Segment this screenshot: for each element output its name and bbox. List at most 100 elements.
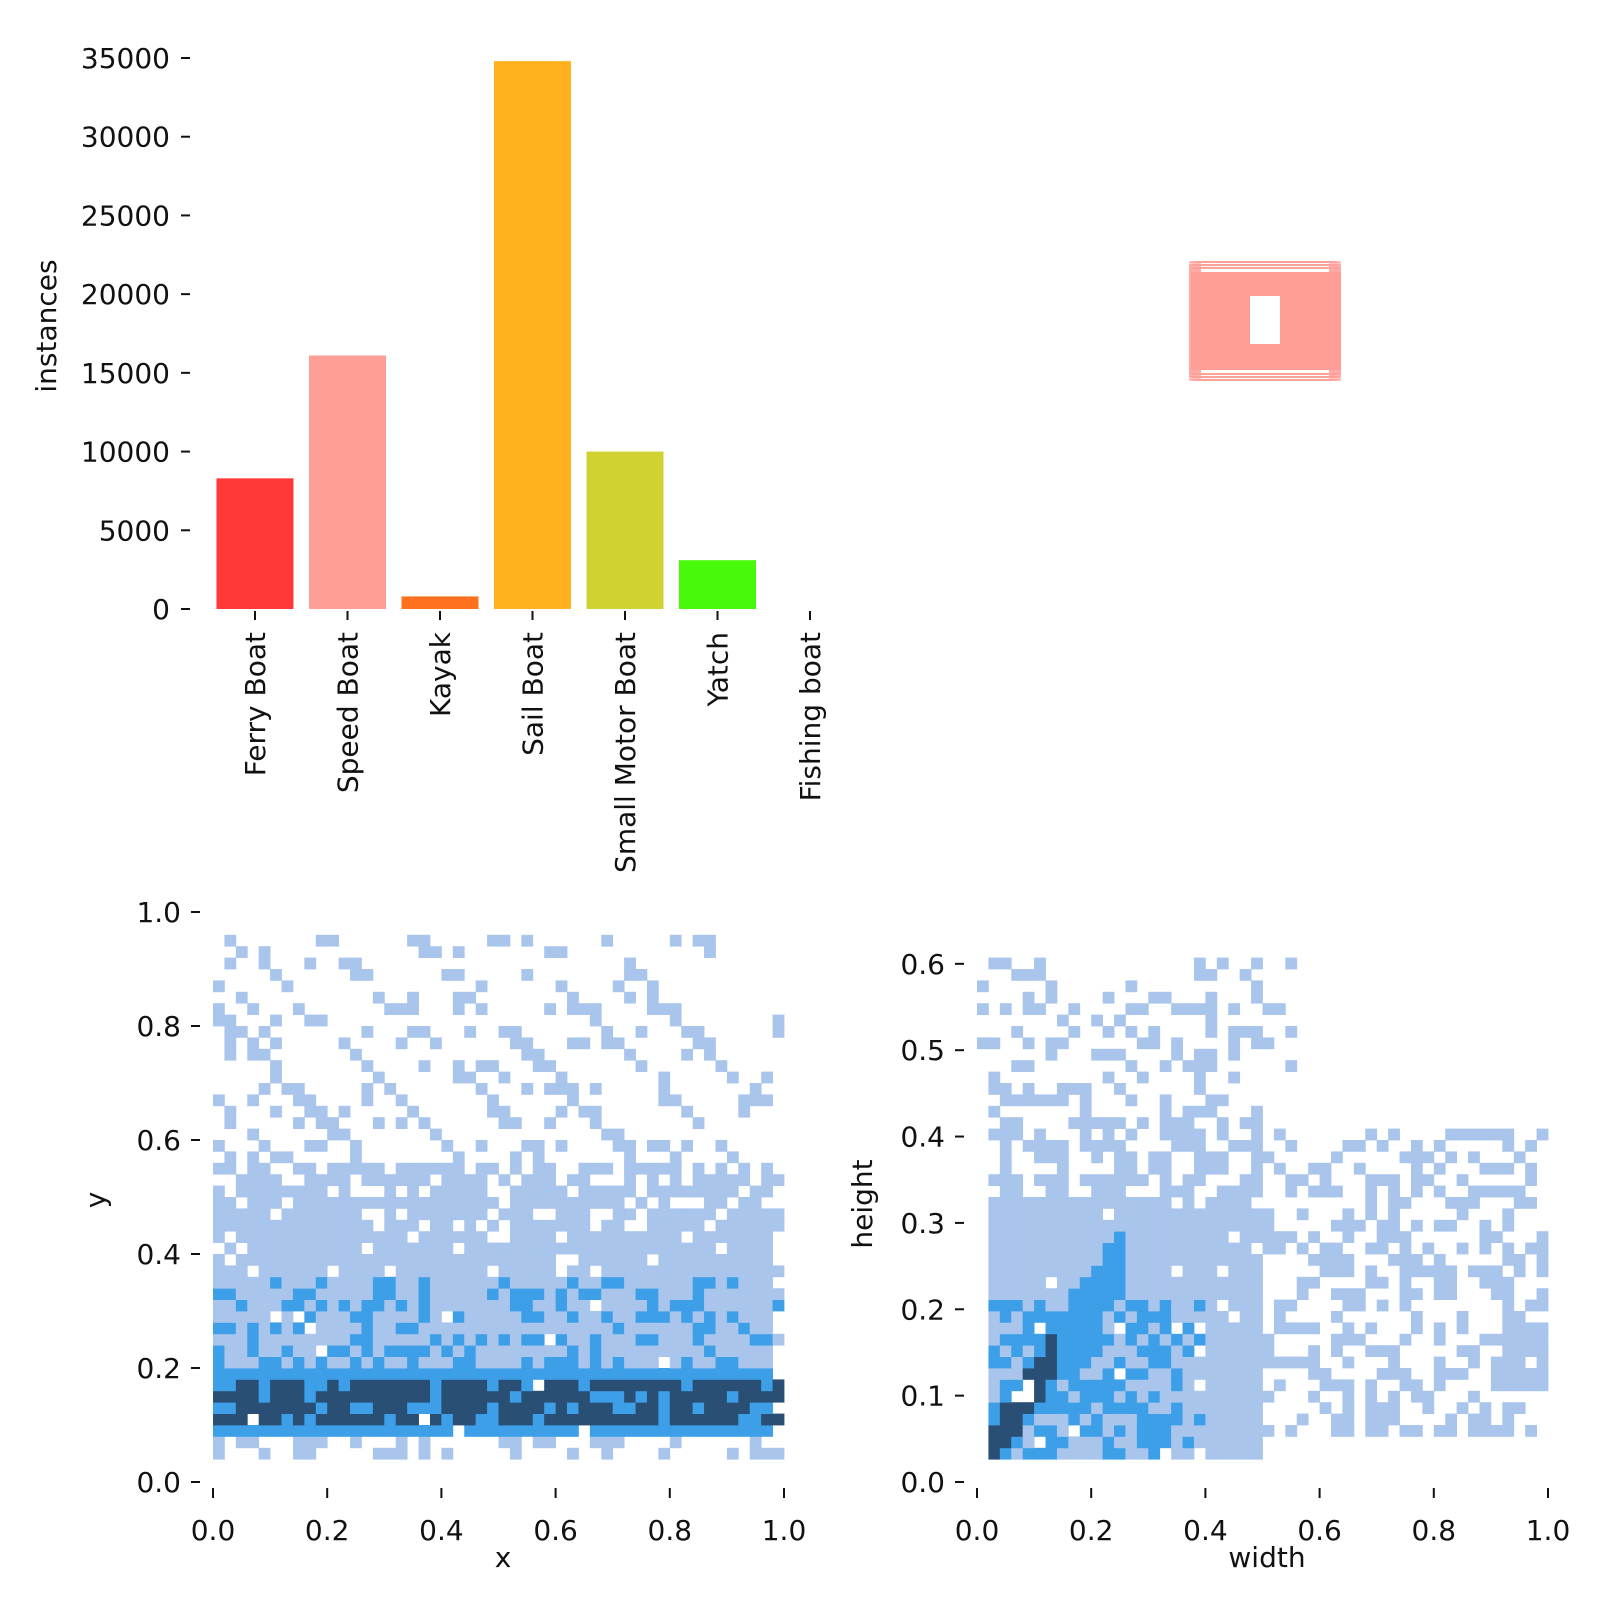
xy-bin <box>292 1345 305 1357</box>
xy-bin <box>475 1345 488 1357</box>
wh-bin <box>1034 1288 1046 1300</box>
xy-bin <box>258 1425 271 1437</box>
wh-bin <box>1285 1299 1298 1312</box>
xy-bin <box>464 1402 477 1414</box>
wh-bin <box>988 1288 1001 1300</box>
xy-bin <box>487 1219 499 1232</box>
xy-bin <box>327 1254 340 1266</box>
xy-bin <box>304 1447 317 1460</box>
xy-bin <box>281 1333 294 1346</box>
xy-bin <box>384 1425 397 1437</box>
xy-bin <box>247 1379 260 1392</box>
xy-bin <box>589 1288 602 1300</box>
bar-xtick-label: Small Motor Boat <box>609 632 642 873</box>
wh-bin <box>1365 1413 1378 1426</box>
xy-bin <box>635 1197 648 1209</box>
xy-bin <box>270 1014 282 1027</box>
xy-bin <box>589 1003 602 1015</box>
wh-bin <box>1136 1265 1149 1278</box>
xy-bin <box>247 1288 260 1300</box>
xy-bin <box>498 1413 511 1426</box>
xy-bin <box>418 1356 431 1369</box>
wh-bin <box>1079 1083 1092 1095</box>
wh-bin <box>1216 1368 1229 1380</box>
xy-bin <box>624 1231 636 1243</box>
wh-bin <box>988 1219 1001 1232</box>
xy-bin <box>635 1402 648 1414</box>
xy-bin <box>498 1071 511 1084</box>
xy-bin <box>292 1094 305 1107</box>
xy-bin <box>669 1162 682 1175</box>
wh-bin <box>1056 1425 1069 1437</box>
xy-bin <box>350 1322 362 1335</box>
xy-bin <box>270 1390 282 1403</box>
xy-bin <box>464 1390 477 1403</box>
xy-bin <box>589 1368 602 1380</box>
wh-bin <box>1513 1265 1526 1278</box>
wh-bin <box>1273 1311 1286 1323</box>
xy-bin <box>658 1299 671 1312</box>
xy-bin <box>612 1140 625 1152</box>
xy-bin <box>761 1447 773 1460</box>
xy-bin <box>395 1174 408 1186</box>
xy-bin <box>384 1276 397 1289</box>
xy-bin <box>555 1333 568 1346</box>
wh-bin <box>1022 1413 1035 1426</box>
xy-bin <box>372 1231 385 1243</box>
wh-bin <box>1159 1390 1172 1403</box>
xy-bin <box>509 1413 522 1426</box>
xy-bin <box>270 1254 282 1266</box>
wh-bin <box>1045 1413 1058 1426</box>
xy-bin <box>521 1379 534 1392</box>
xy-bin <box>281 1311 294 1323</box>
wh-bin <box>1262 1345 1275 1357</box>
xy-bin <box>441 1345 454 1357</box>
wh-bin <box>1502 1208 1515 1221</box>
xy-bin <box>258 1447 271 1460</box>
xy-bin <box>761 1390 773 1403</box>
xy-bin <box>441 1368 454 1380</box>
wh-bin <box>1331 1185 1343 1198</box>
xy-bin <box>213 1140 225 1152</box>
xy-bin <box>567 1094 579 1107</box>
xy-bin <box>635 1162 648 1175</box>
xy-bin <box>772 1413 785 1426</box>
xy-bin <box>315 1333 328 1346</box>
xy-bin <box>612 1219 625 1232</box>
xy-bin <box>509 1276 522 1289</box>
xy-bin <box>281 1276 294 1289</box>
wh-bin <box>1228 1390 1241 1403</box>
xy-bin <box>692 1276 705 1289</box>
xy-bin <box>532 1368 545 1380</box>
wh-bin <box>1182 1368 1195 1380</box>
xy-bin <box>429 1390 442 1403</box>
wh-bin <box>1239 1197 1252 1209</box>
xy-bin <box>726 1265 739 1278</box>
wh-bin <box>1193 1436 1206 1449</box>
wh-bin <box>1456 1208 1469 1221</box>
wh-bin <box>1331 1254 1343 1266</box>
xy-bin <box>498 1322 511 1335</box>
xy-bin <box>315 1322 328 1335</box>
wh-bin <box>1045 1379 1058 1392</box>
wh-bin <box>1102 1356 1115 1369</box>
xy-bin <box>338 1185 351 1198</box>
wh-bin <box>1125 1322 1138 1335</box>
xy-bin <box>224 1117 237 1129</box>
xy-bin <box>601 1356 614 1369</box>
xy-bin <box>738 1219 751 1232</box>
xy-bin <box>292 1208 305 1221</box>
wh-bin <box>1148 1265 1161 1278</box>
wh-bin <box>1308 1390 1320 1403</box>
xy-bin <box>418 934 431 947</box>
xy-bin <box>441 1231 454 1243</box>
wh-bin <box>1525 1333 1537 1346</box>
xy-bin <box>372 1402 385 1414</box>
wh-bin <box>1148 1037 1161 1050</box>
xy-bin <box>407 1425 419 1437</box>
xy-bin <box>544 1060 556 1072</box>
xy-bin <box>372 1345 385 1357</box>
wh-bin <box>1148 1356 1161 1369</box>
wh-bin <box>1490 1276 1503 1289</box>
xy-bin <box>726 1413 739 1426</box>
